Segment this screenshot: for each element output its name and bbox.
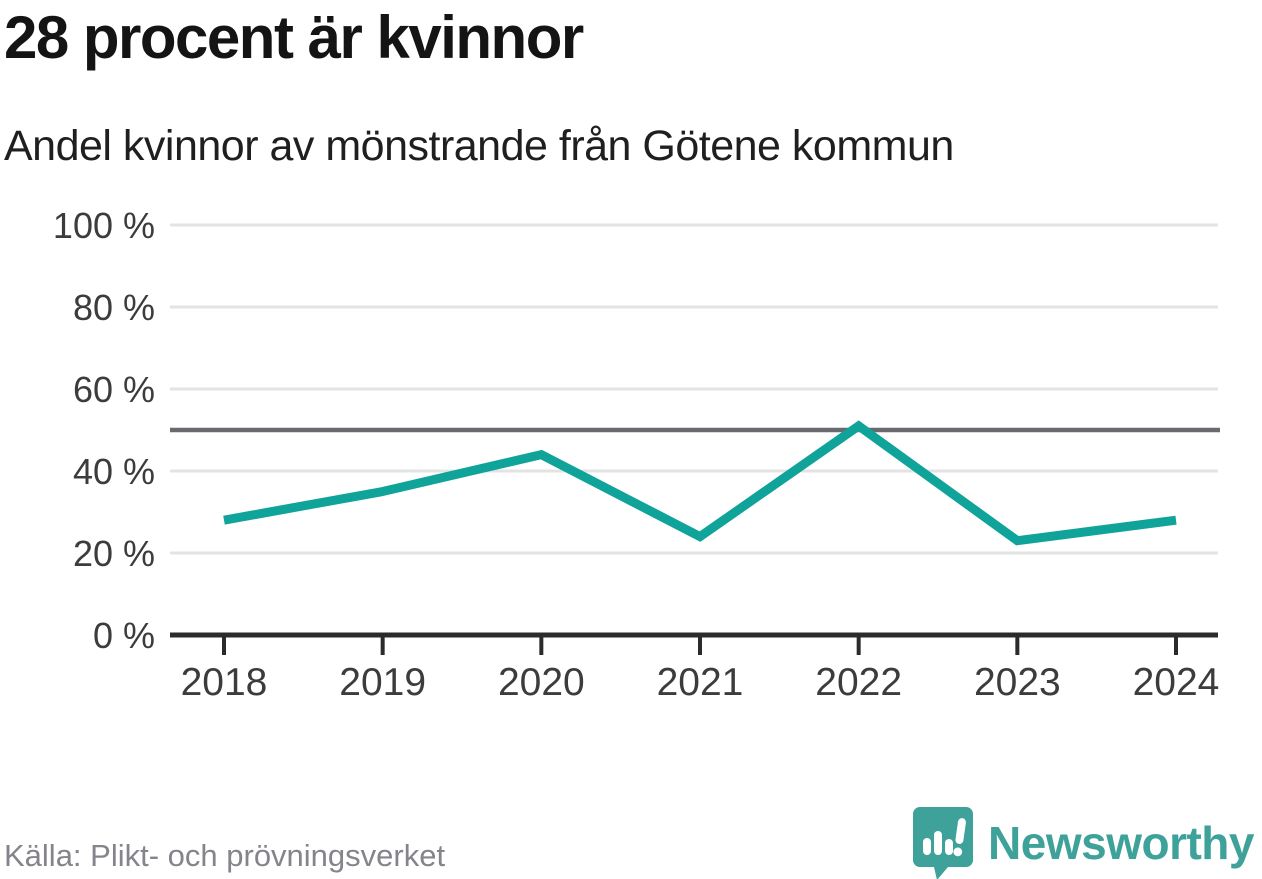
line-chart: 0 % 20 % 40 % 60 % 80 % 100 % 2018 2019 2020 2021… <box>53 205 1220 704</box>
x-axis-tick-label: 2021 <box>657 661 744 704</box>
source-note: Källa: Plikt- och prövningsverket <box>4 838 446 873</box>
chart-subtitle: Andel kvinnor av mönstrande från Götene … <box>4 122 954 170</box>
chart-title: 28 procent är kvinnor <box>4 4 584 71</box>
y-axis-tick-label: 80 % <box>73 287 155 328</box>
brand-logo: Newsworthy <box>912 806 1254 879</box>
x-axis-tick-label: 2022 <box>815 661 902 704</box>
x-axis-tick-label: 2024 <box>1133 661 1220 704</box>
x-axis-tick-label: 2019 <box>339 661 426 704</box>
brand-name: Newsworthy <box>988 817 1254 869</box>
y-axis-tick-label: 0 % <box>93 615 155 656</box>
y-axis-tick-label: 20 % <box>73 533 155 574</box>
x-axis-tick-label: 2018 <box>181 661 268 704</box>
chart-area: 0 % 20 % 40 % 60 % 80 % 100 % 2018 2019 2020 2021… <box>0 195 1262 715</box>
x-axis-tick-label: 2020 <box>498 661 585 704</box>
y-axis-tick-label: 100 % <box>53 205 155 246</box>
data-series-line <box>223 420 1177 546</box>
y-axis-tick-label: 60 % <box>73 369 155 410</box>
x-axis-tick-label: 2023 <box>974 661 1061 704</box>
y-axis-tick-label: 40 % <box>73 451 155 492</box>
newsworthy-logo-icon <box>913 807 974 879</box>
